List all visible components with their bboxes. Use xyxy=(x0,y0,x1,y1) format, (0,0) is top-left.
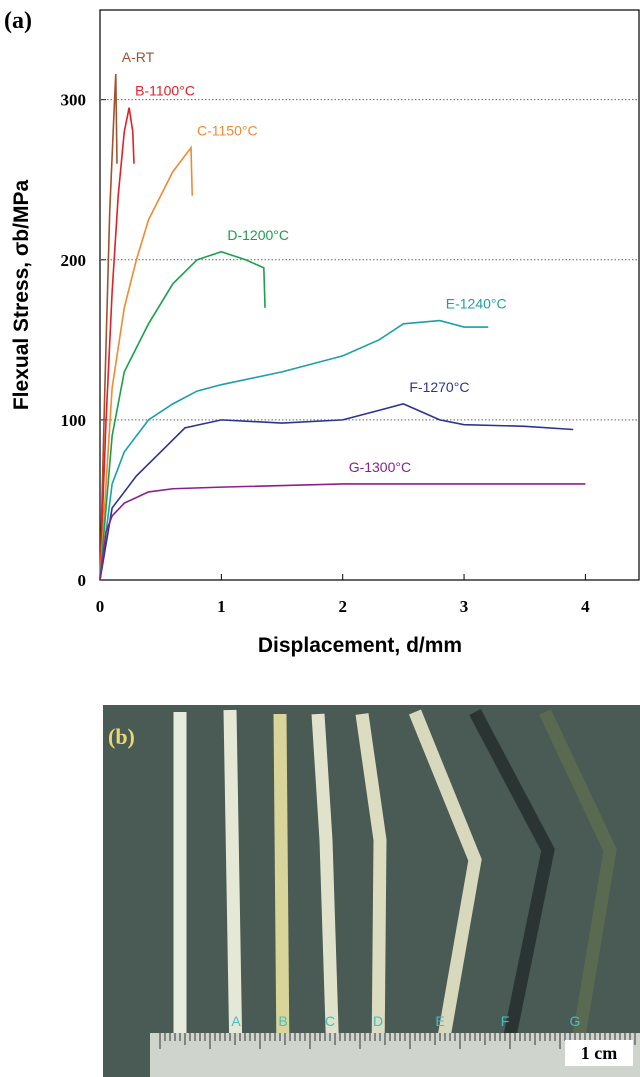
specimen xyxy=(355,713,387,1061)
specimen-label: A xyxy=(231,1013,241,1029)
specimen-label: F xyxy=(501,1013,510,1029)
specimen xyxy=(408,709,482,1062)
series-line xyxy=(99,483,586,581)
specimen-label: C xyxy=(325,1013,335,1029)
x-tick-label: 4 xyxy=(581,597,590,616)
specimen xyxy=(469,708,555,1062)
x-axis-label: Displacement, d/mm xyxy=(258,634,462,657)
series-line xyxy=(99,319,489,581)
scale-box xyxy=(565,1040,633,1066)
series-line xyxy=(99,107,135,581)
x-tick-label: 3 xyxy=(460,597,469,616)
y-tick-label: 100 xyxy=(61,411,87,430)
specimen-label: D xyxy=(373,1013,383,1029)
y-tick-label: 200 xyxy=(61,251,87,270)
panel-label: (b) xyxy=(108,724,135,749)
series-line xyxy=(99,250,266,581)
specimen xyxy=(311,713,340,1061)
specimens xyxy=(173,708,617,1062)
series-line xyxy=(99,74,118,581)
series-line xyxy=(99,403,574,581)
series-label: E-1240°C xyxy=(446,296,507,312)
panel-label: (a) xyxy=(4,8,32,34)
y-axis-label: Flexual Stress, σb/MPa xyxy=(10,180,33,411)
ruler-ticks xyxy=(159,1033,636,1049)
specimen xyxy=(539,709,617,1062)
specimen xyxy=(223,709,243,1061)
x-tick-label: 2 xyxy=(338,597,347,616)
specimen xyxy=(273,713,290,1061)
series-label: F-1270°C xyxy=(409,379,469,395)
specimen-label: G xyxy=(570,1013,581,1029)
series-label: B-1100°C xyxy=(135,83,195,99)
series-label: C-1150°C xyxy=(197,123,258,139)
y-tick-label: 300 xyxy=(61,91,87,110)
series-label: G-1300°C xyxy=(349,459,411,475)
series-label: A-RT xyxy=(122,49,155,65)
specimen-label: B xyxy=(278,1013,287,1029)
series-label: D-1200°C xyxy=(227,227,289,243)
x-tick-label: 1 xyxy=(217,597,226,616)
series-line xyxy=(99,145,194,581)
plot-frame xyxy=(99,9,640,581)
y-tick-label: 0 xyxy=(78,571,87,590)
x-tick-label: 0 xyxy=(96,597,105,616)
scale-label: 1 cm xyxy=(581,1043,617,1063)
specimen-label: E xyxy=(435,1013,444,1029)
photo: (b) 1 cm xyxy=(103,705,640,1077)
